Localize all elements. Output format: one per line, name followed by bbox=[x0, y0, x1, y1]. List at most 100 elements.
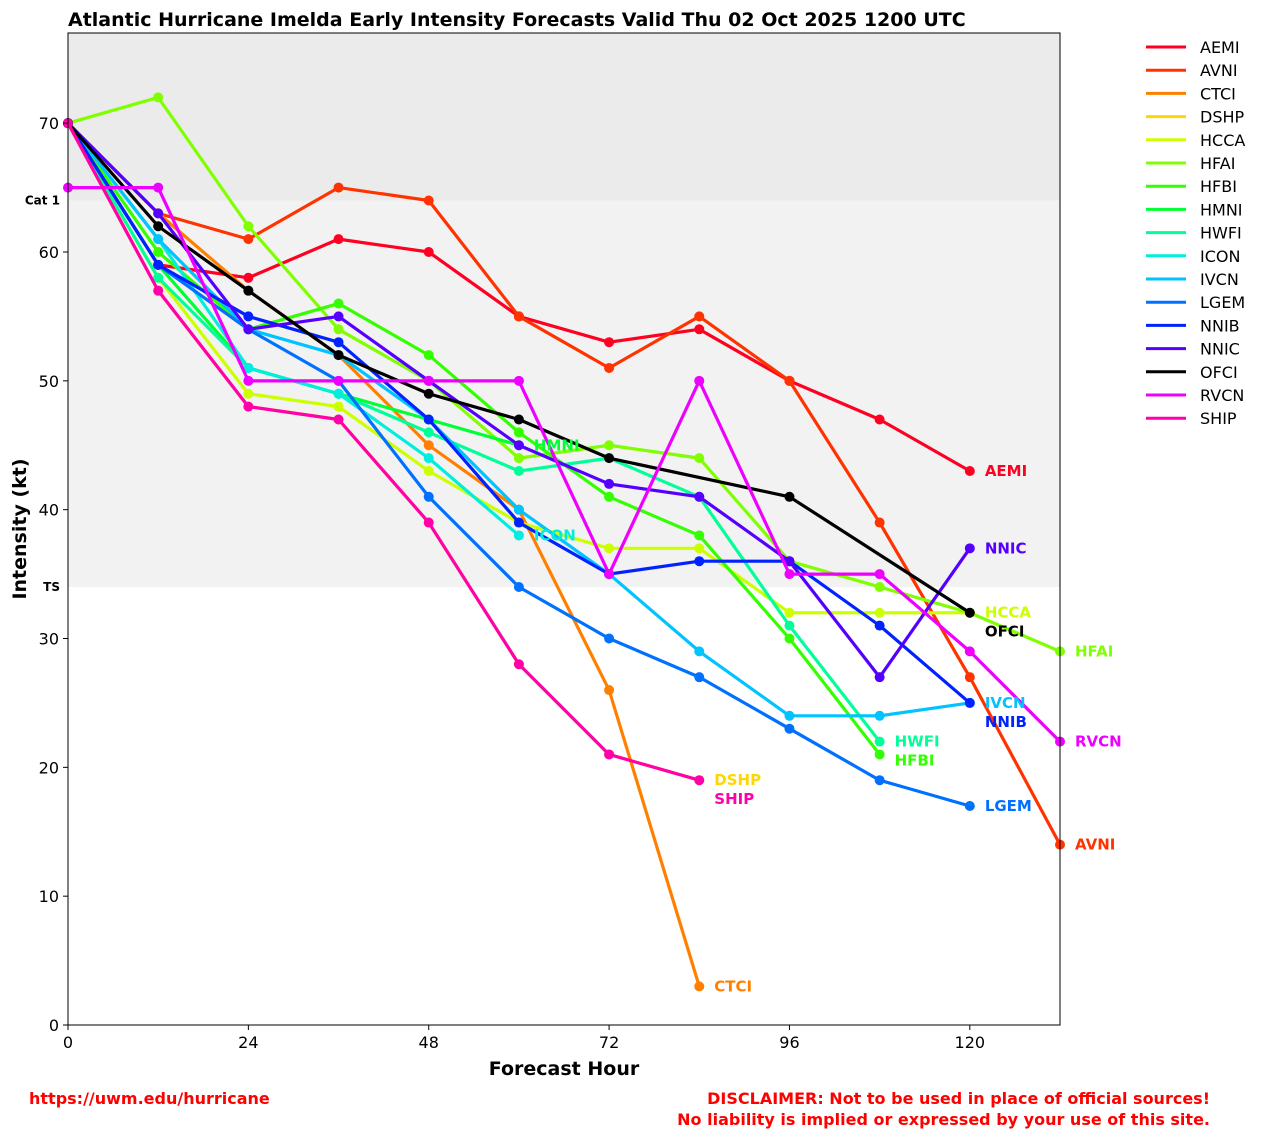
legend-item-rvcn[interactable]: RVCN bbox=[1146, 386, 1244, 405]
data-point bbox=[604, 569, 615, 580]
data-point bbox=[423, 427, 434, 438]
end-label-ctci: CTCI bbox=[714, 977, 752, 995]
data-point bbox=[153, 285, 164, 296]
x-tick-label: 48 bbox=[419, 1033, 439, 1052]
legend-item-lgem[interactable]: LGEM bbox=[1146, 293, 1245, 312]
legend-item-avni[interactable]: AVNI bbox=[1146, 61, 1238, 80]
data-point bbox=[333, 350, 344, 361]
data-point bbox=[784, 491, 795, 502]
data-point bbox=[874, 414, 885, 425]
data-point bbox=[243, 234, 254, 245]
end-label-avni: AVNI bbox=[1075, 836, 1115, 854]
data-point bbox=[153, 234, 164, 245]
data-point bbox=[333, 388, 344, 399]
end-label-hfai: HFAI bbox=[1075, 642, 1113, 660]
end-label-hwfi: HWFI bbox=[895, 733, 940, 751]
data-point bbox=[874, 775, 885, 786]
legend-item-ship[interactable]: SHIP bbox=[1146, 409, 1237, 428]
data-point bbox=[694, 556, 705, 567]
data-point bbox=[423, 466, 434, 477]
end-label-icon: ICON bbox=[534, 526, 576, 544]
legend-item-aemi[interactable]: AEMI bbox=[1146, 38, 1240, 57]
data-point bbox=[333, 337, 344, 348]
data-point bbox=[964, 800, 975, 811]
data-point bbox=[874, 749, 885, 760]
data-point bbox=[604, 749, 615, 760]
end-label-rvcn: RVCN bbox=[1075, 733, 1122, 751]
data-point bbox=[243, 324, 254, 335]
data-point bbox=[694, 543, 705, 554]
end-label-nnic: NNIC bbox=[985, 539, 1027, 557]
end-label-ivcn: IVCN bbox=[985, 694, 1026, 712]
legend-item-ctci[interactable]: CTCI bbox=[1146, 84, 1236, 103]
data-point bbox=[333, 298, 344, 309]
data-point bbox=[153, 247, 164, 258]
legend-item-nnic[interactable]: NNIC bbox=[1146, 340, 1240, 359]
end-label-dshp: DSHP bbox=[714, 771, 761, 789]
x-tick-label: 24 bbox=[238, 1033, 258, 1052]
legend-item-hcca[interactable]: HCCA bbox=[1146, 131, 1245, 150]
data-point bbox=[243, 285, 254, 296]
legend-item-hmni[interactable]: HMNI bbox=[1146, 200, 1243, 219]
data-point bbox=[153, 208, 164, 219]
legend-item-hfai[interactable]: HFAI bbox=[1146, 154, 1235, 173]
legend-label: HFAI bbox=[1200, 154, 1235, 173]
data-point bbox=[694, 324, 705, 335]
data-point bbox=[513, 427, 524, 438]
data-point bbox=[604, 685, 615, 696]
data-point bbox=[964, 646, 975, 657]
data-point bbox=[874, 736, 885, 747]
data-point bbox=[423, 440, 434, 451]
legend-item-hwfi[interactable]: HWFI bbox=[1146, 224, 1242, 243]
data-point bbox=[423, 247, 434, 258]
data-point bbox=[604, 543, 615, 554]
legend-label: SHIP bbox=[1200, 409, 1237, 428]
data-point bbox=[333, 414, 344, 425]
legend-label: HFBI bbox=[1200, 177, 1237, 196]
data-point bbox=[784, 569, 795, 580]
legend-label: IVCN bbox=[1200, 270, 1239, 289]
data-point bbox=[423, 453, 434, 464]
data-point bbox=[784, 375, 795, 386]
end-label-ofci: OFCI bbox=[985, 623, 1025, 641]
end-label-lgem: LGEM bbox=[985, 797, 1032, 815]
data-point bbox=[333, 324, 344, 335]
y-tick-label: 50 bbox=[39, 372, 59, 391]
legend-label: AVNI bbox=[1200, 61, 1238, 80]
data-point bbox=[333, 401, 344, 412]
x-tick-label: 96 bbox=[779, 1033, 799, 1052]
data-point bbox=[513, 311, 524, 322]
x-tick-label: 0 bbox=[63, 1033, 73, 1052]
legend-item-dshp[interactable]: DSHP bbox=[1146, 108, 1245, 127]
series-line bbox=[66, 122, 700, 782]
data-point bbox=[423, 195, 434, 206]
data-point bbox=[333, 311, 344, 322]
series-line bbox=[68, 185, 1062, 743]
series-line bbox=[66, 122, 701, 987]
data-point bbox=[153, 272, 164, 283]
y-tick-label: 70 bbox=[39, 114, 59, 133]
data-point bbox=[423, 517, 434, 528]
data-point bbox=[874, 581, 885, 592]
legend-item-icon[interactable]: ICON bbox=[1146, 247, 1240, 266]
data-point bbox=[694, 646, 705, 657]
series-ship bbox=[63, 118, 705, 786]
legend-item-ivcn[interactable]: IVCN bbox=[1146, 270, 1239, 289]
legend-label: HWFI bbox=[1200, 224, 1242, 243]
end-label-aemi: AEMI bbox=[985, 462, 1027, 480]
data-point bbox=[243, 401, 254, 412]
legend-label: LGEM bbox=[1200, 293, 1245, 312]
data-point bbox=[423, 375, 434, 386]
legend-label: RVCN bbox=[1200, 386, 1244, 405]
footer-url[interactable]: https://uwm.edu/hurricane bbox=[29, 1089, 270, 1108]
legend-item-hfbi[interactable]: HFBI bbox=[1146, 177, 1237, 196]
legend-item-ofci[interactable]: OFCI bbox=[1146, 363, 1238, 382]
data-point bbox=[964, 672, 975, 683]
legend-item-nnib[interactable]: NNIB bbox=[1146, 316, 1240, 335]
legend-label: HCCA bbox=[1200, 131, 1245, 150]
data-point bbox=[333, 375, 344, 386]
y-axis-label: Intensity (kt) bbox=[9, 458, 31, 599]
series-rvcn bbox=[63, 182, 1065, 747]
data-point bbox=[874, 710, 885, 721]
data-point bbox=[964, 697, 975, 708]
